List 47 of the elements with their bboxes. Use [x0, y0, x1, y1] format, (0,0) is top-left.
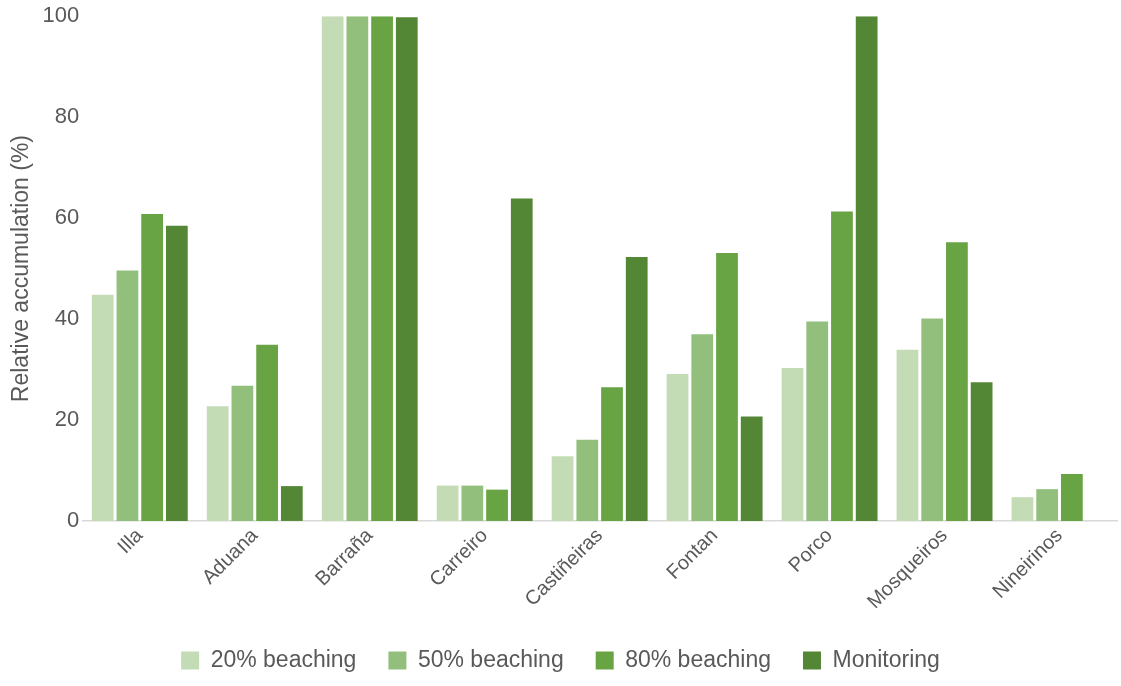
bar: [346, 16, 369, 521]
bar: [831, 211, 853, 521]
bar: [601, 387, 623, 521]
bar: [691, 334, 714, 521]
bar: [231, 385, 254, 521]
bar: [141, 214, 164, 521]
bar: [1036, 489, 1059, 521]
bar: [576, 439, 599, 521]
y-axis-title: Relative accumulation (%): [7, 134, 34, 403]
bar: [625, 256, 648, 521]
bar: [206, 406, 229, 521]
bar: [486, 489, 508, 521]
bar: [395, 17, 418, 521]
bar: [1011, 497, 1034, 521]
bar: [740, 416, 763, 521]
bar: [371, 16, 393, 521]
bar: [165, 225, 188, 521]
bar: [510, 198, 533, 521]
bar: [280, 486, 303, 521]
bar: [855, 16, 878, 521]
bar: [716, 252, 738, 521]
bar: [970, 382, 993, 521]
bar: [436, 485, 459, 521]
bar: [806, 321, 829, 521]
bar: [666, 374, 689, 521]
bar: [91, 294, 114, 521]
bar: [1061, 473, 1083, 521]
bar: [946, 242, 968, 521]
bar: [921, 318, 944, 521]
bar: [256, 344, 278, 521]
bar: [461, 485, 484, 521]
bar: [781, 368, 804, 521]
y-tick-label: 60: [54, 204, 80, 230]
legend-label: 80% beaching: [625, 645, 771, 672]
bar: [896, 349, 919, 521]
legend-label: 20% beaching: [210, 645, 357, 672]
x-tick-label: Illa: [112, 522, 148, 558]
y-tick-label: 40: [54, 305, 80, 331]
bar: [321, 16, 344, 521]
bar: [551, 456, 574, 521]
y-tick-label: 80: [54, 103, 80, 129]
legend-label: 50% beaching: [417, 645, 564, 672]
legend-label: Monitoring: [832, 645, 940, 672]
bar: [116, 270, 139, 521]
y-tick-label: 100: [42, 2, 80, 28]
y-tick-label: 20: [54, 406, 80, 432]
y-tick-label: 0: [67, 506, 80, 532]
